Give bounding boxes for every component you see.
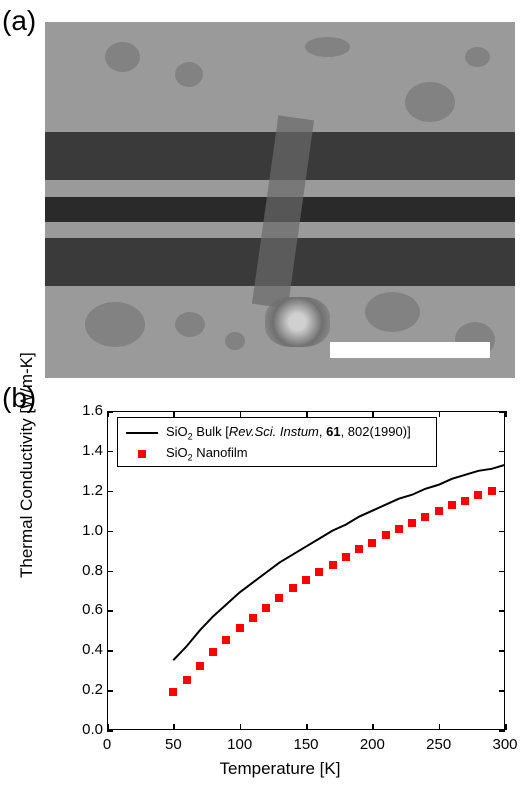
nanofilm-data-point [421,513,429,521]
y-tick-label: 0.2 [75,681,103,698]
y-tick-mark [499,451,505,453]
y-tick-mark [499,610,505,612]
legend-item-bulk: SiO2 Bulk [Rev.Sci. Instum, 61, 802(1990… [126,422,428,443]
y-tick-mark [107,531,113,533]
nanofilm-data-point [262,604,270,612]
y-tick-mark [499,730,505,732]
y-tick-mark [499,491,505,493]
sem-blotch [175,62,203,87]
nanofilm-data-point [196,662,204,670]
y-tick-label: 0.4 [75,641,103,658]
legend-nanofilm-label: SiO2 Nanofilm [166,445,248,463]
y-tick-mark [107,491,113,493]
y-tick-label: 1.6 [75,402,103,419]
thermal-conductivity-chart: 0.0 0.2 0.4 0.6 0.8 1.0 1.2 1.4 1.6 0 50 100 150 200… [45,403,515,776]
x-tick-label: 300 [492,736,517,753]
x-tick-mark [107,724,109,730]
sem-blotch [225,332,245,350]
y-tick-mark [107,610,113,612]
nanofilm-data-point [355,545,363,553]
y-tick-mark [107,730,113,732]
y-tick-mark [499,650,505,652]
x-tick-label: 150 [293,736,318,753]
nanofilm-data-point [474,491,482,499]
y-tick-mark [107,571,113,573]
legend-item-nanofilm: SiO2 Nanofilm [126,443,428,464]
y-tick-mark [499,531,505,533]
y-tick-label: 1.0 [75,522,103,539]
sem-debris-cluster [265,297,330,347]
nanofilm-data-point [183,676,191,684]
x-tick-mark [240,724,242,730]
sem-blotch [85,302,145,347]
nanofilm-data-point [382,531,390,539]
y-tick-mark [499,690,505,692]
nanofilm-data-point [169,688,177,696]
panel-a-label: (a) [2,5,36,37]
x-tick-mark [505,411,507,417]
sem-blotch [305,37,350,57]
nanofilm-data-point [329,561,337,569]
y-tick-label: 1.4 [75,442,103,459]
scale-bar [330,342,490,358]
legend-line-icon [126,432,158,434]
nanofilm-data-point [289,584,297,592]
sem-blotch [105,42,140,72]
sem-blotch [365,292,420,332]
x-tick-label: 50 [165,736,182,753]
sem-blotch [175,312,205,337]
nanofilm-data-point [275,594,283,602]
y-tick-mark [499,571,505,573]
nanofilm-data-point [368,539,376,547]
nanofilm-data-point [448,501,456,509]
x-tick-label: 0 [103,736,111,753]
x-tick-label: 200 [360,736,385,753]
nanofilm-data-point [435,507,443,515]
x-tick-mark [107,411,109,417]
nanofilm-data-point [222,636,230,644]
y-axis-label: Thermal Conductivity [W/m-K] [17,352,37,578]
nanofilm-data-point [342,553,350,561]
y-tick-label: 0.6 [75,601,103,618]
nanofilm-data-point [461,497,469,505]
nanofilm-data-point [249,614,257,622]
nanofilm-data-point [395,525,403,533]
legend-square-icon [138,450,146,458]
legend-bulk-label: SiO2 Bulk [Rev.Sci. Instum, 61, 802(1990… [166,424,411,442]
sem-micrograph [45,22,515,378]
y-tick-mark [107,451,113,453]
nanofilm-data-point [302,576,310,584]
x-tick-mark [439,411,441,417]
y-tick-mark [107,650,113,652]
x-tick-label: 100 [227,736,252,753]
sem-blotch [465,47,490,67]
y-tick-label: 0.0 [75,721,103,738]
y-tick-label: 0.8 [75,562,103,579]
x-tick-label: 250 [426,736,451,753]
nanofilm-data-point [408,519,416,527]
x-tick-mark [173,724,175,730]
x-tick-mark [439,724,441,730]
x-tick-mark [372,724,374,730]
nanofilm-data-point [236,624,244,632]
x-tick-mark [306,724,308,730]
legend: SiO2 Bulk [Rev.Sci. Instum, 61, 802(1990… [117,417,437,467]
y-tick-mark [107,690,113,692]
nanofilm-data-point [488,487,496,495]
sem-blotch [405,82,455,122]
x-tick-mark [505,724,507,730]
nanofilm-data-point [209,648,217,656]
nanofilm-data-point [315,568,323,576]
y-tick-label: 1.2 [75,482,103,499]
x-axis-label: Temperature [K] [220,759,341,779]
